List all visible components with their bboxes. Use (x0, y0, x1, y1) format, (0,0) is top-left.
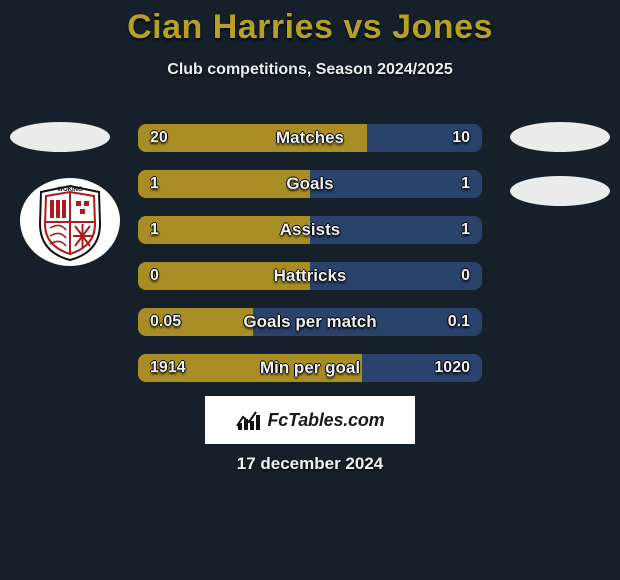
stat-row: 00Hattricks (138, 262, 482, 290)
brand-chart-icon (236, 409, 262, 431)
stat-row: 2010Matches (138, 124, 482, 152)
brand-text: FcTables.com (268, 410, 385, 431)
player-right-logo-2-icon (510, 176, 610, 206)
stat-label: Goals (138, 170, 482, 198)
stat-label: Min per goal (138, 354, 482, 382)
brand-badge: FcTables.com (205, 396, 415, 444)
stat-row: 11Assists (138, 216, 482, 244)
page-title: Cian Harries vs Jones (0, 0, 620, 47)
date-label: 17 december 2024 (0, 454, 620, 474)
subtitle: Club competitions, Season 2024/2025 (0, 61, 620, 79)
club-crest-icon: WOKING (20, 178, 120, 266)
stat-label: Hattricks (138, 262, 482, 290)
svg-text:WOKING: WOKING (57, 187, 83, 193)
player-left-logo-icon (10, 122, 110, 152)
stat-label: Assists (138, 216, 482, 244)
stat-row: 11Goals (138, 170, 482, 198)
comparison-card: Cian Harries vs Jones Club competitions,… (0, 0, 620, 580)
stat-row: 19141020Min per goal (138, 354, 482, 382)
stat-label: Matches (138, 124, 482, 152)
stat-label: Goals per match (138, 308, 482, 336)
stat-row: 0.050.1Goals per match (138, 308, 482, 336)
player-right-logo-1-icon (510, 122, 610, 152)
stat-bars: 2010Matches 11Goals 11Assists 00Hattricks 0.… (138, 124, 482, 400)
